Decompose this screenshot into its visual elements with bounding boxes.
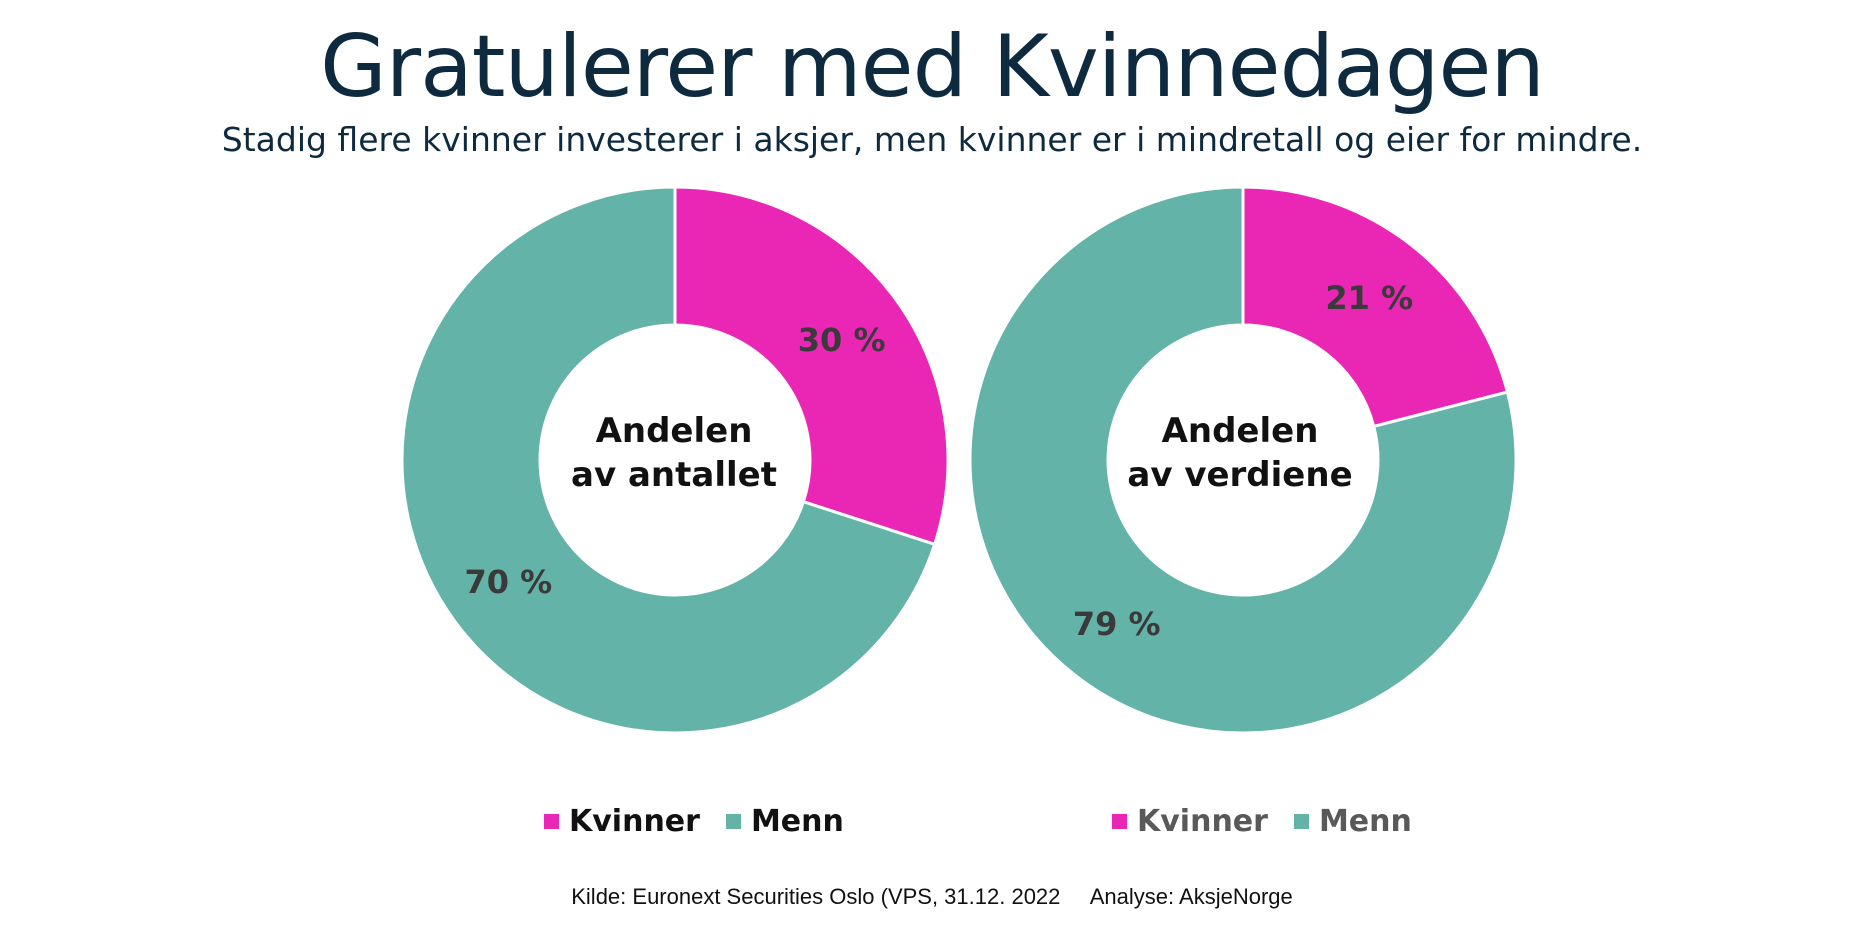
donut-slice-menn <box>968 185 1518 735</box>
donut-data-label-menn: 70 % <box>464 563 552 601</box>
legend-label-kvinner: Kvinner <box>1137 804 1268 839</box>
donut-slice-menn <box>400 185 937 735</box>
legend-antall: Kvinner Menn <box>544 804 870 839</box>
donut-chart-verdier: 21 % 79 % <box>968 185 1518 735</box>
legend-item-menn: Menn <box>1293 804 1412 839</box>
center-label-line2: av verdiene <box>1127 455 1353 495</box>
donut-chart-antall: 30 % 70 % <box>400 185 950 735</box>
legend-label-kvinner: Kvinner <box>569 804 700 839</box>
legend-label-menn: Menn <box>1318 804 1412 839</box>
legend-item-kvinner: Kvinner <box>544 804 700 839</box>
legend-swatch-kvinner <box>1112 814 1127 829</box>
donut-center-label-antall: Andelen av antallet <box>524 409 824 497</box>
legend-verdier: Kvinner Menn <box>1112 804 1438 839</box>
legend-item-kvinner: Kvinner <box>1112 804 1268 839</box>
legend-item-menn: Menn <box>725 804 844 839</box>
legend-swatch-kvinner <box>544 814 559 829</box>
legend-swatch-menn <box>1293 814 1309 829</box>
donut-slice-kvinner <box>1241 185 1510 429</box>
donut-center-label-verdier: Andelen av verdiene <box>1090 409 1390 497</box>
center-label-line1: Andelen <box>595 411 753 451</box>
page-subtitle: Stadig flere kvinner investerer i aksjer… <box>221 120 1643 159</box>
donut-data-label-menn: 79 % <box>1073 605 1161 643</box>
legend-swatch-menn <box>725 814 741 829</box>
donut-data-label-kvinner: 30 % <box>798 321 886 359</box>
center-label-line2: av antallet <box>571 455 777 495</box>
donut-slice-kvinner <box>673 185 950 547</box>
page-title: Gratulerer med Kvinnedagen <box>320 17 1545 117</box>
legend-label-menn: Menn <box>750 804 844 839</box>
center-label-line1: Andelen <box>1161 411 1319 451</box>
source-note: Kilde: Euronext Securities Oslo (VPS, 31… <box>571 884 1293 909</box>
donut-data-label-kvinner: 21 % <box>1325 279 1413 317</box>
